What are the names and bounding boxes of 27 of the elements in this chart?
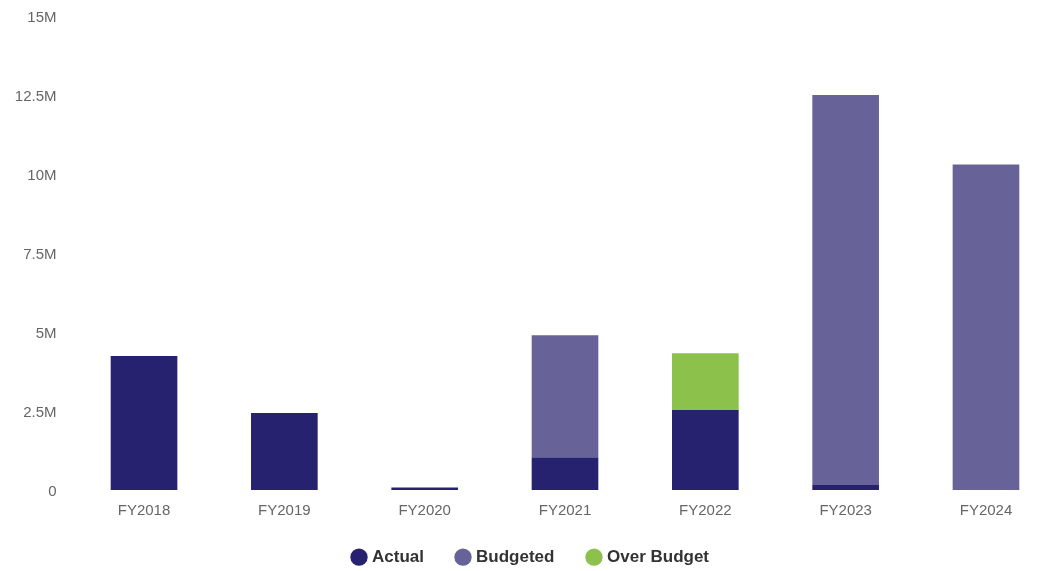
bar — [672, 410, 739, 490]
y-tick-label: 12.5M — [14, 86, 57, 104]
bar — [110, 356, 178, 490]
x-tick-label: FY2022 — [679, 500, 732, 518]
x-tick-label: FY2019 — [258, 500, 311, 518]
y-tick-label: 15M — [27, 7, 57, 25]
legend-label: Actual — [372, 547, 424, 567]
bar — [391, 487, 458, 490]
bar — [952, 164, 1020, 490]
x-tick-label: FY2020 — [398, 500, 451, 518]
y-tick-label: 2.5M — [23, 402, 57, 420]
bar — [672, 353, 739, 411]
bar — [812, 95, 879, 485]
x-tick-label: FY2024 — [959, 500, 1013, 518]
bar — [531, 335, 599, 458]
bar — [251, 412, 318, 490]
x-tick-label: FY2021 — [538, 500, 592, 518]
y-tick-label: 7.5M — [23, 244, 57, 262]
x-tick-label: FY2023 — [819, 500, 872, 518]
legend-label: Budgeted — [476, 547, 555, 567]
bar — [531, 457, 599, 490]
legend-label: Over Budget — [607, 547, 710, 567]
y-tick-label: 0 — [48, 481, 57, 499]
bar — [812, 484, 879, 490]
y-tick-label: 10M — [27, 165, 57, 183]
y-tick-label: 5M — [35, 323, 57, 341]
x-tick-label: FY2018 — [117, 500, 171, 518]
